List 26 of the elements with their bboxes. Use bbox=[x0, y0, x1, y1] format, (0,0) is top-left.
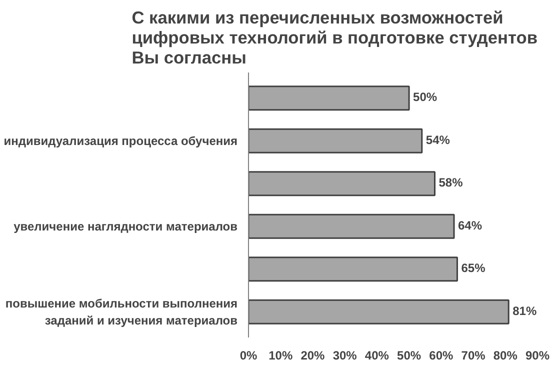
data-label: 54% bbox=[426, 132, 450, 147]
data-label: 81% bbox=[512, 304, 537, 318]
y-tick-label: увеличение наглядности материалов bbox=[14, 219, 238, 234]
x-tick-label: 30% bbox=[332, 348, 358, 362]
bar bbox=[248, 214, 455, 239]
x-tick-label: 60% bbox=[429, 348, 454, 362]
data-label: 64% bbox=[458, 218, 482, 232]
x-tick-label: 40% bbox=[364, 348, 390, 362]
bar bbox=[248, 171, 436, 196]
x-tick-label: 70% bbox=[461, 348, 486, 362]
bar bbox=[248, 128, 423, 154]
data-label: 50% bbox=[413, 90, 438, 104]
x-tick-label: 90% bbox=[525, 348, 550, 362]
bar bbox=[248, 256, 458, 282]
x-tick-label: 50% bbox=[397, 348, 422, 362]
x-tick-label: 10% bbox=[268, 348, 293, 362]
y-tick-label: повышение мобильности выполнения заданий и изучения материалов bbox=[5, 296, 238, 328]
x-tick-label: 80% bbox=[493, 348, 518, 362]
x-tick-label: 0% bbox=[240, 348, 258, 362]
data-label: 65% bbox=[461, 261, 486, 276]
bar bbox=[248, 299, 510, 324]
data-label: 58% bbox=[438, 176, 464, 190]
bar bbox=[248, 86, 410, 111]
chart-title: С какими из перечисленных возможностей цифровых технологий в подготовке студентов Вы согласны bbox=[132, 8, 538, 68]
x-tick-label: 20% bbox=[300, 348, 326, 362]
y-tick-label: индивидуализация процесса обучения bbox=[4, 134, 238, 148]
